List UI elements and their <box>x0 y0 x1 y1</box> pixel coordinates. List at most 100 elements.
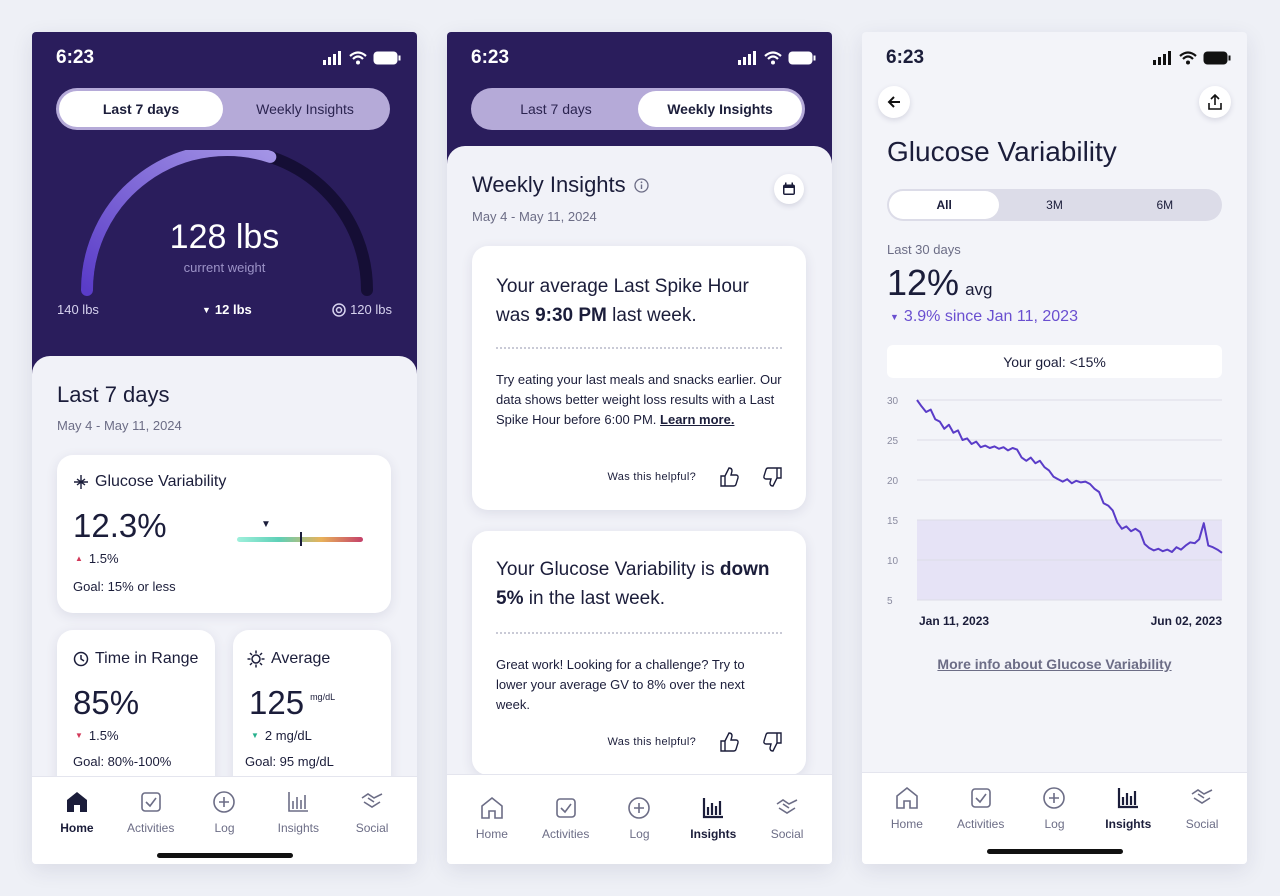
tir-card-goal: Goal: 80%-100% <box>73 754 172 769</box>
avg-card-goal: Goal: 95 mg/dL <box>245 754 334 769</box>
calendar-button[interactable] <box>774 174 804 204</box>
nav-home[interactable]: Home <box>870 773 944 864</box>
thumbs-down-icon[interactable] <box>762 731 784 753</box>
nav-insights[interactable]: Insights <box>261 777 335 864</box>
checkbox-icon <box>970 788 991 808</box>
insight1-headline: Your average Last Spike Hour was <box>496 276 749 326</box>
avg-card-title: Average <box>271 650 331 667</box>
nav-social[interactable]: Social <box>750 775 824 864</box>
handshake-icon <box>776 799 798 814</box>
nav-activities[interactable]: Activities <box>529 775 603 864</box>
down-arrow-icon: ▼ <box>75 731 83 740</box>
range-toggle: All 3M 6M <box>887 189 1222 221</box>
tab-weekly-insights[interactable]: Weekly Insights <box>638 91 802 127</box>
wifi-icon <box>1179 51 1197 65</box>
nav-activities-label: Activities <box>542 827 590 841</box>
tab-last-7-days[interactable]: Last 7 days <box>520 101 592 117</box>
home-screen: 6:23 Last 7 days Weekly Insights 128 lbs… <box>32 32 417 864</box>
insight1-body: Try eating your last meals and snacks ea… <box>496 372 782 427</box>
y-tick-label: 15 <box>887 516 899 527</box>
detail-title: Glucose Variability <box>887 136 1117 167</box>
plus-circle-icon <box>1043 787 1066 809</box>
nav-social[interactable]: Social <box>1165 773 1239 864</box>
y-tick-label: 5 <box>887 596 893 607</box>
weight-change-value: 12 lbs <box>214 302 252 317</box>
tab-last-7-days[interactable]: Last 7 days <box>59 91 223 127</box>
nav-home[interactable]: Home <box>40 777 114 864</box>
battery-icon <box>1203 51 1231 65</box>
nav-home-label: Home <box>475 827 508 841</box>
battery-icon <box>373 51 401 65</box>
share-button[interactable] <box>1199 86 1231 118</box>
target-icon <box>332 302 346 317</box>
learn-more-link[interactable]: Learn more. <box>660 412 735 427</box>
insight2-headline-end: in the last week. <box>523 588 665 609</box>
insight-card-variability: Your Glucose Variability is down 5% in t… <box>472 531 806 775</box>
range-6m[interactable]: 6M <box>1156 198 1174 212</box>
insight-card-spike-hour: Your average Last Spike Hour was 9:30 PM… <box>472 246 806 510</box>
divider <box>496 632 782 634</box>
period-toggle: Last 7 days Weekly Insights <box>471 88 805 130</box>
avg-card-value: 125 <box>249 684 305 721</box>
bar-chart-icon <box>288 792 309 812</box>
variability-icon <box>74 475 88 489</box>
tab-weekly-insights[interactable]: Weekly Insights <box>256 101 354 117</box>
wifi-icon <box>349 51 367 65</box>
nav-activities-label: Activities <box>957 817 1005 831</box>
nav-activities-label: Activities <box>127 821 175 835</box>
bottom-nav: Home Activities Log Insights Social <box>862 772 1247 864</box>
gauge-progress <box>81 150 277 296</box>
nav-activities[interactable]: Activities <box>114 777 188 864</box>
info-icon[interactable] <box>634 177 649 193</box>
back-button[interactable] <box>878 86 910 118</box>
helpful-prompt: Was this helpful? <box>607 471 696 483</box>
down-arrow-icon: ▼ <box>890 312 899 322</box>
checkbox-icon <box>555 798 576 818</box>
checkbox-icon <box>140 792 161 812</box>
summary-range: May 4 - May 11, 2024 <box>57 418 182 433</box>
nav-activities[interactable]: Activities <box>944 773 1018 864</box>
wifi-icon <box>764 51 782 65</box>
nav-insights[interactable]: Insights <box>676 775 750 864</box>
bar-chart-icon <box>703 798 724 819</box>
nav-social[interactable]: Social <box>335 777 409 864</box>
goal-weight: 120 lbs <box>332 302 392 317</box>
bottom-nav: Home Activities Log Insights Social <box>447 774 832 864</box>
clock-icon <box>73 651 89 667</box>
gv-card-title: Glucose Variability <box>95 473 227 490</box>
down-arrow-icon: ▼ <box>202 304 211 315</box>
series-line <box>916 399 1223 554</box>
weight-change: ▼ 12 lbs <box>202 302 252 317</box>
period-label: Last 30 days <box>887 242 961 257</box>
nav-insights-label: Insights <box>690 827 737 841</box>
nav-log[interactable]: Log <box>603 775 677 864</box>
nav-social-label: Social <box>770 827 804 841</box>
handshake-icon <box>361 793 383 808</box>
home-indicator <box>986 849 1123 854</box>
insight2-body: Great work! Looking for a challenge? Try… <box>496 657 745 712</box>
divider <box>496 347 782 349</box>
insights-range: May 4 - May 11, 2024 <box>472 209 597 224</box>
nav-insights[interactable]: Insights <box>1091 773 1165 864</box>
gv-card[interactable]: Glucose Variability 12.3% ▲ 1.5% Goal: 15… <box>57 455 391 613</box>
nav-log[interactable]: Log <box>188 777 262 864</box>
signal-icon <box>738 51 756 65</box>
more-info-link[interactable]: More info about Glucose Variability <box>937 656 1172 672</box>
status-bar: 6:23 <box>886 46 1231 70</box>
nav-log-label: Log <box>1044 817 1065 831</box>
status-time: 6:23 <box>886 47 925 68</box>
nav-home[interactable]: Home <box>455 775 529 864</box>
start-weight: 140 lbs <box>57 302 99 317</box>
range-all[interactable]: All <box>889 191 1000 219</box>
summary-title: Last 7 days <box>57 382 170 407</box>
range-3m[interactable]: 3M <box>1046 198 1063 212</box>
nav-log[interactable]: Log <box>1018 773 1092 864</box>
insight1-headline-bold: 9:30 PM <box>535 305 607 326</box>
thumbs-up-icon[interactable] <box>718 466 740 488</box>
weight-gauge <box>81 150 373 296</box>
thumbs-up-icon[interactable] <box>718 731 740 753</box>
period-toggle: Last 7 days Weekly Insights <box>56 88 390 130</box>
thumbs-down-icon[interactable] <box>762 466 784 488</box>
gv-card-change-value: 1.5% <box>88 551 119 566</box>
avg-card-change: ▼ 2 mg/dL <box>251 728 312 743</box>
